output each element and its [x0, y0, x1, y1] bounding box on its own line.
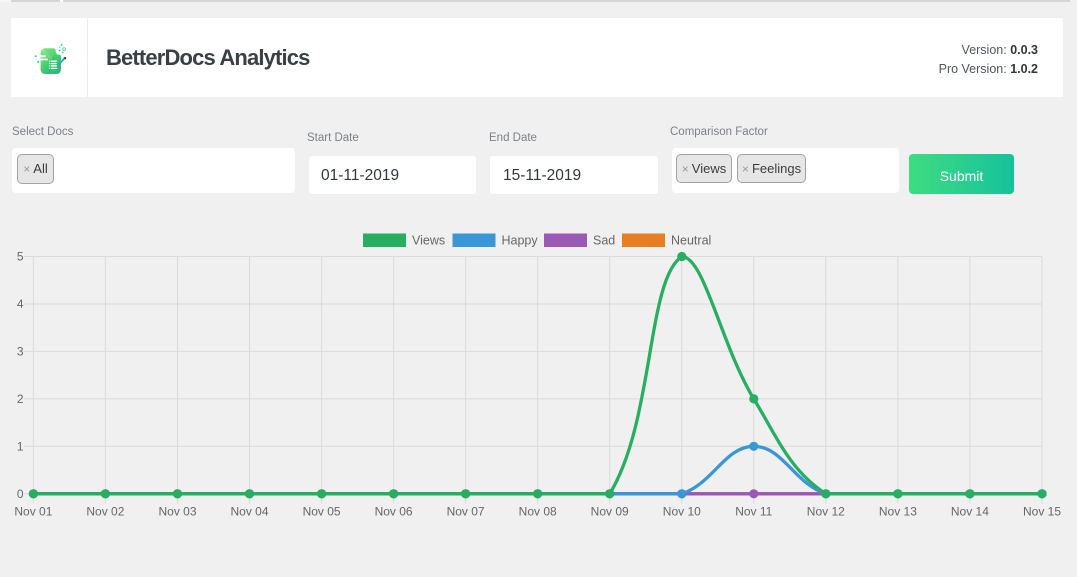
svg-text:Views: Views	[412, 234, 445, 248]
svg-text:Nov 12: Nov 12	[807, 505, 845, 519]
svg-text:Nov 08: Nov 08	[519, 505, 557, 519]
svg-text:Nov 02: Nov 02	[86, 505, 124, 519]
svg-text:Nov 13: Nov 13	[879, 505, 917, 519]
svg-text:Nov 10: Nov 10	[663, 505, 701, 519]
svg-text:Neutral: Neutral	[671, 234, 711, 248]
svg-text:Nov 14: Nov 14	[951, 505, 989, 519]
svg-text:1: 1	[17, 439, 24, 453]
svg-text:3: 3	[17, 344, 24, 358]
svg-text:Nov 03: Nov 03	[158, 505, 196, 519]
svg-text:5: 5	[17, 250, 24, 264]
svg-text:Happy: Happy	[502, 234, 539, 248]
svg-text:Nov 06: Nov 06	[375, 505, 413, 519]
svg-text:2: 2	[17, 392, 24, 406]
svg-text:Nov 09: Nov 09	[591, 505, 629, 519]
svg-text:Nov 11: Nov 11	[735, 505, 772, 519]
svg-text:0: 0	[17, 487, 24, 501]
svg-text:Sad: Sad	[593, 234, 615, 248]
svg-text:Nov 15: Nov 15	[1023, 505, 1061, 519]
svg-text:Nov 01: Nov 01	[14, 505, 52, 519]
svg-text:Nov 07: Nov 07	[447, 505, 485, 519]
svg-text:4: 4	[17, 297, 24, 311]
svg-text:Nov 04: Nov 04	[230, 505, 268, 519]
svg-text:Nov 05: Nov 05	[303, 505, 341, 519]
